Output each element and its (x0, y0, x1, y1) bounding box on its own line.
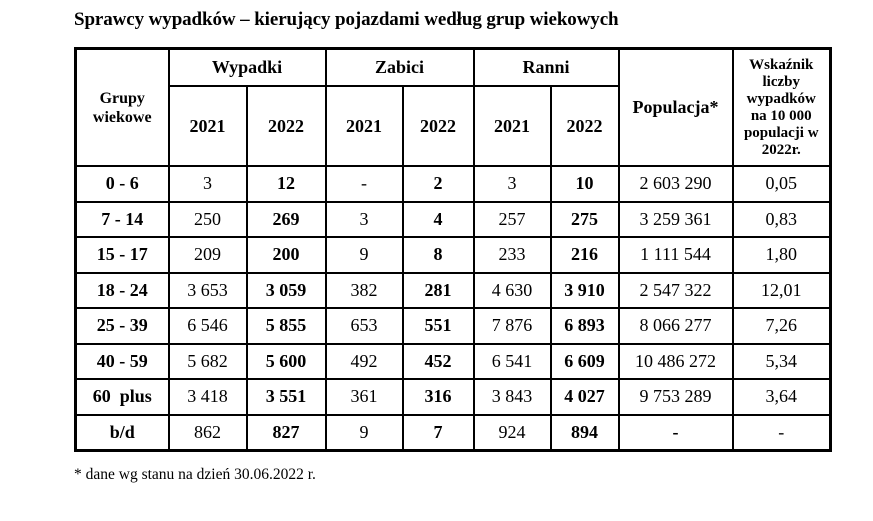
populacja-cell: 1 111 544 (617, 236, 734, 274)
accidents-by-age-table: Grupy wiekowe Wypadki Zabici Ranni Popul… (74, 47, 832, 452)
age-group-cell: 0 - 6 (74, 165, 170, 203)
wypadki-2021-cell: 862 (167, 413, 248, 451)
wypadki-2021-cell: 3 (167, 165, 248, 203)
ranni-2022-cell: 6 609 (549, 342, 620, 380)
age-group-cell: 25 - 39 (74, 307, 170, 345)
zabici-2021-cell: - (324, 165, 404, 203)
table-row: 60 plus 3 418 3 551 361 316 3 843 4 027 9 753 2… (74, 378, 832, 416)
wypadki-2022-cell: 3 551 (245, 378, 327, 416)
age-group-cell: 7 - 14 (74, 200, 170, 238)
wypadki-2021-cell: 3 418 (167, 378, 248, 416)
ranni-2022-cell: 275 (549, 200, 620, 238)
zabici-2022-cell: 316 (401, 378, 475, 416)
wskaznik-cell: 0,05 (731, 165, 832, 203)
table-row: 0 - 6 3 12-2 3 10 2 603 290 0,05 (74, 165, 832, 203)
wypadki-2021-cell: 3 653 (167, 271, 248, 309)
age-group-cell: 40 - 59 (74, 342, 170, 380)
header-populacja: Populacja* (617, 47, 734, 167)
header-wskaznik: Wskaźnik liczby wypadków na 10 000 popul… (731, 47, 832, 167)
age-group-cell: 18 - 24 (74, 271, 170, 309)
header-zabici: Zabici (324, 47, 475, 87)
table-row: 40 - 59 5 682 5 600 492 452 6 541 6 609 10 486 … (74, 342, 832, 380)
zabici-2021-cell: 3 (324, 200, 404, 238)
zabici-2022-cell: 4 (401, 200, 475, 238)
wypadki-2022-cell: 200 (245, 236, 327, 274)
wskaznik-cell: 3,64 (731, 378, 832, 416)
wskaznik-cell: 5,34 (731, 342, 832, 380)
wypadki-2021-cell: 250 (167, 200, 248, 238)
zabici-2021-cell: 492 (324, 342, 404, 380)
wskaznik-cell: 12,01 (731, 271, 832, 309)
populacja-cell: 3 259 361 (617, 200, 734, 238)
table-row: 7 - 14 250 269 3 4 257 275 3 259 361 0,83 (74, 200, 832, 238)
populacja-cell: 2 547 322 (617, 271, 734, 309)
table-row: 25 - 39 6 546 5 855 653 551 7 876 6 893 8 066 2… (74, 307, 832, 345)
wypadki-2022-cell: 5 855 (245, 307, 327, 345)
ranni-2022-cell: 6 893 (549, 307, 620, 345)
ranni-2022-cell: 3 910 (549, 271, 620, 309)
zabici-2022-cell: 551 (401, 307, 475, 345)
ranni-2022-cell: 894 (549, 413, 620, 451)
zabici-2021-cell: 361 (324, 378, 404, 416)
wskaznik-cell: 7,26 (731, 307, 832, 345)
ranni-2021-cell: 4 630 (472, 271, 552, 309)
header-wypadki: Wypadki (167, 47, 327, 87)
wypadki-2022-cell: 827 (245, 413, 327, 451)
age-group-cell: 60 plus (74, 378, 170, 416)
header-ranni: Ranni (472, 47, 620, 87)
zabici-2021-cell: 9 (324, 413, 404, 451)
zabici-2022-cell: 8 (401, 236, 475, 274)
age-group-cell: 15 - 17 (74, 236, 170, 274)
ranni-2022-cell: 4 027 (549, 378, 620, 416)
ranni-2021-cell: 924 (472, 413, 552, 451)
ranni-2022-cell: 10 (549, 165, 620, 203)
ranni-2021-cell: 3 (472, 165, 552, 203)
wypadki-2022-cell: 12 (245, 165, 327, 203)
zabici-2021-cell: 9 (324, 236, 404, 274)
populacja-cell: 10 486 272 (617, 342, 734, 380)
zabici-2022-cell: 452 (401, 342, 475, 380)
ranni-2021-cell: 6 541 (472, 342, 552, 380)
table-row: 18 - 24 3 653 3 059 382 281 4 630 3 910 2 547 3… (74, 271, 832, 309)
wypadki-2021-cell: 5 682 (167, 342, 248, 380)
ranni-2022-cell: 216 (549, 236, 620, 274)
zabici-2022-cell: 281 (401, 271, 475, 309)
ranni-2021-cell: 7 876 (472, 307, 552, 345)
populacja-cell: 2 603 290 (617, 165, 734, 203)
ranni-2021-cell: 233 (472, 236, 552, 274)
populacja-cell: 8 066 277 (617, 307, 734, 345)
wskaznik-cell: - (731, 413, 832, 451)
wypadki-2021-cell: 209 (167, 236, 248, 274)
age-group-cell: b/d (74, 413, 170, 451)
table-row: b/d 862 827 9 7 924 894- - (74, 413, 832, 451)
table-row: 15 - 17 209 200 9 8 233 216 1 111 544 1,80 (74, 236, 832, 274)
header-year: 2021 (167, 85, 248, 167)
populacja-cell: - (617, 413, 734, 451)
header-year: 2022 (549, 85, 620, 167)
zabici-2022-cell: 2 (401, 165, 475, 203)
wypadki-2022-cell: 269 (245, 200, 327, 238)
populacja-cell: 9 753 289 (617, 378, 734, 416)
footnote: * dane wg stanu na dzień 30.06.2022 r. (74, 466, 316, 483)
wypadki-2022-cell: 3 059 (245, 271, 327, 309)
wypadki-2021-cell: 6 546 (167, 307, 248, 345)
zabici-2021-cell: 653 (324, 307, 404, 345)
ranni-2021-cell: 3 843 (472, 378, 552, 416)
wskaznik-cell: 0,83 (731, 200, 832, 238)
wskaznik-cell: 1,80 (731, 236, 832, 274)
ranni-2021-cell: 257 (472, 200, 552, 238)
page-title: Sprawcy wypadków – kierujący pojazdami w… (74, 9, 619, 30)
header-age-groups: Grupy wiekowe (74, 47, 170, 167)
header-year: 2022 (401, 85, 475, 167)
zabici-2021-cell: 382 (324, 271, 404, 309)
zabici-2022-cell: 7 (401, 413, 475, 451)
wypadki-2022-cell: 5 600 (245, 342, 327, 380)
header-year: 2021 (472, 85, 552, 167)
header-year: 2022 (245, 85, 327, 167)
header-year: 2021 (324, 85, 404, 167)
